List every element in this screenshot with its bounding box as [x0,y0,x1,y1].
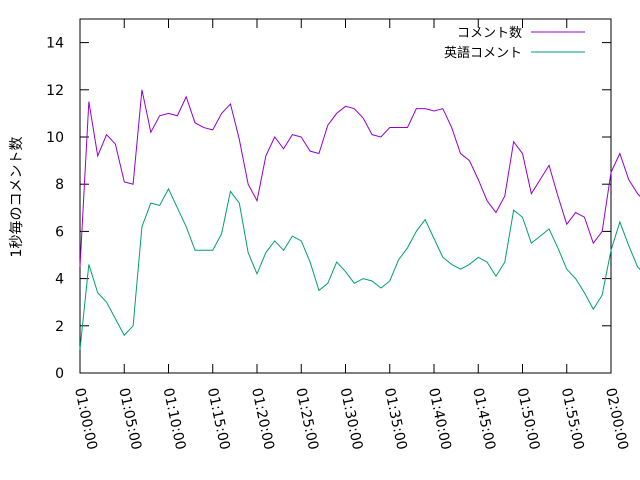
y-tick-label: 4 [55,272,64,288]
y-tick-label: 10 [46,130,64,146]
x-tick-label: 01:15:00 [204,387,233,452]
series-layer [79,89,640,350]
x-tick-label: 01:50:00 [514,387,543,452]
y-tick-label: 0 [55,366,64,382]
x-tick-label: 01:20:00 [248,387,277,452]
x-tick-label: 01:25:00 [292,387,321,452]
y-tick-label: 12 [46,83,64,99]
series-line-1 [79,89,640,267]
x-tick-label: 01:10:00 [160,387,189,452]
y-tick-label: 2 [55,319,64,335]
x-axis-ticks: 01:00:00 01:05:00 01:10:00 01:15:00 01:20:00… [71,19,631,451]
legend-label-1: コメント数 [457,26,522,41]
plot-frame [79,18,612,374]
x-tick-label: 01:35:00 [381,387,410,452]
series-line-2 [79,187,640,350]
x-tick-label: 01:05:00 [115,387,144,452]
x-tick-label: 01:55:00 [558,387,587,452]
legend-label-2: 英語コメント [444,45,522,61]
x-tick-label: 02:00:00 [602,387,631,452]
y-tick-label: 8 [55,177,64,193]
x-tick-label: 01:45:00 [469,387,498,452]
y-tick-label: 14 [46,36,64,52]
x-tick-label: 01:30:00 [337,387,366,452]
y-axis-ticks: 0 2 4 6 8 10 12 14 [46,36,611,382]
y-axis-title: 1秒毎のコメント数 [9,137,25,258]
x-tick-label: 01:00:00 [71,387,100,452]
y-tick-label: 6 [55,224,64,240]
x-tick-label: 01:40:00 [425,387,454,452]
